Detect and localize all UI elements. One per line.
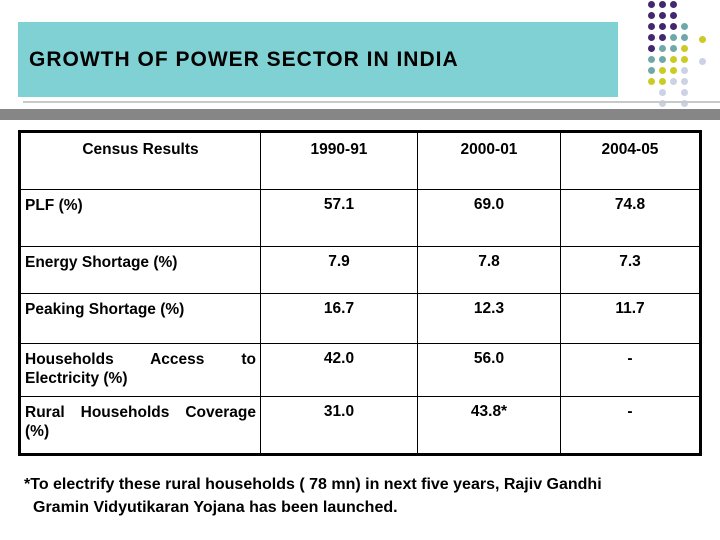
dot: [670, 67, 677, 74]
cell-value: 7.8: [417, 246, 561, 294]
row-label-text: PLF (%): [25, 197, 83, 214]
row-label: Households Access to Electricity (%): [19, 343, 261, 397]
row-label: PLF (%): [19, 189, 261, 247]
cell-value: -: [560, 396, 701, 455]
footnote-line-1: *To electrify these rural households ( 7…: [24, 476, 602, 493]
divider-bar: [0, 109, 720, 120]
page-title: GROWTH OF POWER SECTOR IN INDIA: [29, 47, 459, 71]
table-header-row: Census Results 1990-91 2000-01 2004-05: [19, 131, 701, 190]
dot: [670, 78, 677, 85]
cell-value: 31.0: [260, 396, 418, 455]
dot: [699, 58, 706, 65]
row-label: Energy Shortage (%): [19, 246, 261, 294]
dot: [670, 56, 677, 63]
cell-value: -: [560, 343, 701, 397]
cell-value: 43.8*: [417, 396, 561, 455]
cell-value: 56.0: [417, 343, 561, 397]
dot: [659, 1, 666, 8]
row-label-text: Energy Shortage (%): [25, 254, 178, 271]
title-box: GROWTH OF POWER SECTOR IN INDIA: [18, 22, 618, 97]
table-row-peaking-shortage: Peaking Shortage (%) 16.7 12.3 11.7: [19, 293, 701, 344]
table-row-rural-households: Rural Households Coverage (%) 31.0 43.8*…: [19, 396, 701, 455]
dot: [659, 23, 666, 30]
row-label-text: Rural Households Coverage: [25, 404, 256, 421]
table-row-households-access: Households Access to Electricity (%) 42.…: [19, 343, 701, 397]
dot: [681, 23, 688, 30]
dot: [681, 78, 688, 85]
footnote: *To electrify these rural households ( 7…: [24, 473, 602, 519]
column-header-1990-91: 1990-91: [260, 131, 418, 190]
cell-value: 57.1: [260, 189, 418, 247]
dot: [659, 67, 666, 74]
dot: [659, 78, 666, 85]
dot: [670, 23, 677, 30]
cell-value: 74.8: [560, 189, 701, 247]
dot: [681, 89, 688, 96]
cell-value: 12.3: [417, 293, 561, 344]
column-header-2004-05: 2004-05: [560, 131, 701, 190]
cell-value: 16.7: [260, 293, 418, 344]
row-label-text: Peaking Shortage (%): [25, 301, 185, 318]
dot: [681, 56, 688, 63]
table-row-energy-shortage: Energy Shortage (%) 7.9 7.8 7.3: [19, 246, 701, 294]
column-header-census-results: Census Results: [19, 131, 261, 190]
dot: [670, 12, 677, 19]
dot: [648, 34, 655, 41]
dot: [648, 67, 655, 74]
dot: [659, 89, 666, 96]
dot: [648, 56, 655, 63]
dot: [670, 45, 677, 52]
dot: [681, 34, 688, 41]
dot: [699, 36, 706, 43]
dot: [648, 1, 655, 8]
column-header-2000-01: 2000-01: [417, 131, 561, 190]
dot: [659, 12, 666, 19]
dot: [648, 78, 655, 85]
dot: [681, 45, 688, 52]
dot: [670, 34, 677, 41]
thin-divider-line: [23, 101, 720, 103]
cell-value: 7.9: [260, 246, 418, 294]
cell-value: 11.7: [560, 293, 701, 344]
dot: [681, 67, 688, 74]
row-label: Rural Households Coverage (%): [19, 396, 261, 455]
results-table: Census Results 1990-91 2000-01 2004-05 P…: [18, 130, 702, 456]
cell-value: 7.3: [560, 246, 701, 294]
cell-value: 69.0: [417, 189, 561, 247]
dot: [670, 1, 677, 8]
row-label-text: Households Access to: [25, 351, 256, 368]
dot: [648, 23, 655, 30]
dot: [659, 45, 666, 52]
dot: [659, 56, 666, 63]
dot: [659, 34, 666, 41]
dot: [648, 12, 655, 19]
dot: [648, 45, 655, 52]
row-label: Peaking Shortage (%): [19, 293, 261, 344]
table-row-plf: PLF (%) 57.1 69.0 74.8: [19, 189, 701, 247]
cell-value: 42.0: [260, 343, 418, 397]
footnote-line-2: Gramin Vidyutikaran Yojana has been laun…: [33, 499, 398, 516]
